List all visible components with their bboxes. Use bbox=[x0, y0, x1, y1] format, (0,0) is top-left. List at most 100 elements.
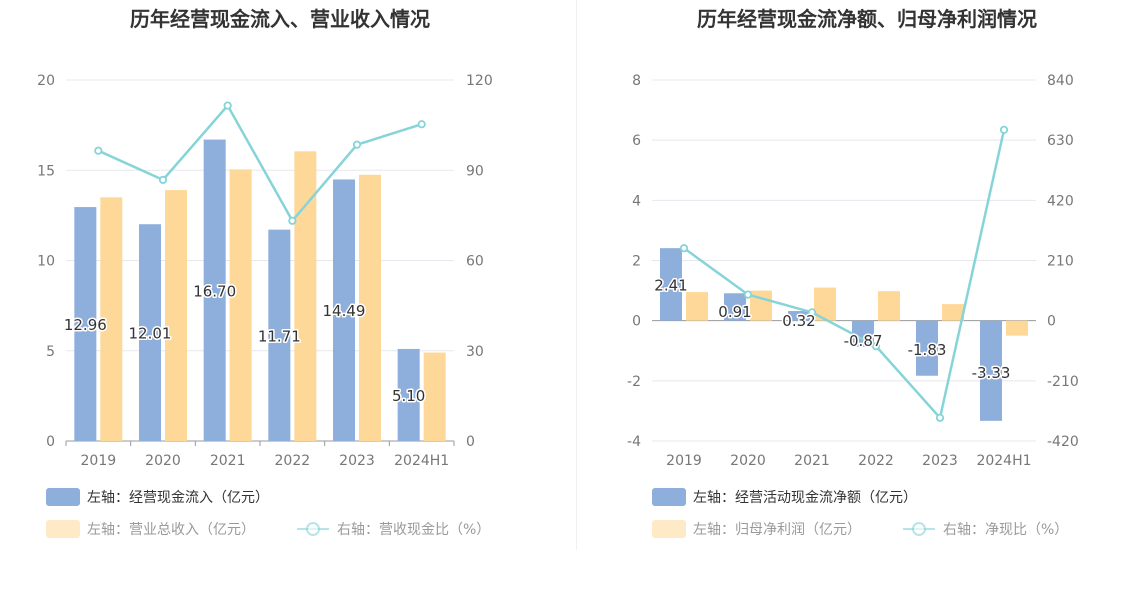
left-axis-tick-label: 4 bbox=[632, 193, 641, 209]
ratio-point bbox=[158, 175, 168, 184]
left-axis-tick-label: 8 bbox=[632, 73, 641, 89]
legend-line-icon bbox=[306, 522, 320, 536]
bar-primary bbox=[724, 293, 746, 321]
legend-swatch bbox=[46, 488, 80, 506]
category-label: 2019 bbox=[666, 453, 702, 469]
bar-value-label: 11.71 bbox=[258, 327, 301, 345]
left-axis-tick-label: -4 bbox=[627, 434, 641, 450]
bar-secondary bbox=[359, 174, 381, 441]
left-axis-tick-label: 6 bbox=[632, 133, 641, 149]
legend-label: 右轴：营收现金比（%） bbox=[337, 522, 490, 538]
ratio-point bbox=[871, 342, 881, 351]
right-axis-tick-label: 60 bbox=[466, 254, 484, 270]
bar-value-label: -0.87 bbox=[844, 332, 883, 350]
category-label: 2020 bbox=[145, 453, 181, 469]
ratio-point bbox=[288, 216, 297, 225]
legend-swatch bbox=[652, 488, 686, 506]
left-axis-tick-label: 10 bbox=[37, 254, 55, 270]
ratio-point bbox=[999, 125, 1009, 134]
ratio-point bbox=[223, 101, 232, 110]
legend-label: 左轴：营业总收入（亿元） bbox=[87, 522, 255, 538]
left-axis-tick-label: -2 bbox=[627, 374, 641, 390]
left-axis-tick-label: 0 bbox=[46, 434, 55, 450]
left-axis-tick-label: 20 bbox=[37, 73, 55, 89]
category-label: 2022 bbox=[858, 453, 894, 469]
category-label: 2021 bbox=[210, 453, 246, 469]
bar-value-label: 16.70 bbox=[193, 282, 236, 300]
bar-secondary bbox=[942, 304, 964, 321]
ratio-point bbox=[743, 290, 753, 299]
bar-primary bbox=[268, 229, 291, 441]
bar-secondary bbox=[686, 292, 708, 321]
bar-primary bbox=[788, 311, 810, 321]
bar-primary bbox=[333, 179, 355, 441]
bar-value-label: 0.91 bbox=[718, 303, 751, 321]
right-axis-tick-label: -420 bbox=[1047, 434, 1079, 450]
bar-secondary bbox=[165, 190, 187, 441]
bar-value-label: -1.83 bbox=[908, 341, 947, 359]
right-axis-tick-label: 420 bbox=[1047, 193, 1074, 209]
right-axis-tick-label: 30 bbox=[466, 344, 484, 360]
chart-title: 历年经营现金流入、营业收入情况 bbox=[130, 7, 430, 31]
ratio-line bbox=[683, 129, 1006, 421]
bar-value-label: 0.32 bbox=[782, 312, 815, 330]
bar-secondary bbox=[750, 290, 772, 321]
legend-label: 左轴：经营现金流入（亿元） bbox=[87, 490, 269, 506]
bar-primary bbox=[203, 139, 226, 441]
bar-value-label: 12.96 bbox=[64, 316, 107, 334]
left-axis-tick-label: 5 bbox=[46, 344, 55, 360]
ratio-point bbox=[935, 413, 945, 422]
bar-primary bbox=[397, 348, 420, 441]
bar-primary bbox=[139, 224, 161, 441]
category-label: 2022 bbox=[275, 453, 311, 469]
right-axis-tick-label: 120 bbox=[466, 73, 493, 89]
bar-secondary bbox=[1006, 320, 1028, 336]
bar-value-label: 5.10 bbox=[392, 387, 425, 405]
bar-primary bbox=[916, 320, 938, 376]
category-label: 2023 bbox=[922, 453, 958, 469]
legend-label: 左轴：归母净利润（亿元） bbox=[693, 521, 861, 538]
ratio-point bbox=[807, 308, 817, 317]
bar-primary bbox=[980, 320, 1002, 421]
category-label: 2024H1 bbox=[394, 453, 449, 469]
bar-secondary bbox=[878, 291, 900, 321]
bar-secondary bbox=[294, 151, 317, 442]
right-axis-tick-label: 840 bbox=[1047, 73, 1074, 89]
right-axis-tick-label: 630 bbox=[1047, 133, 1074, 149]
category-label: 2019 bbox=[81, 453, 117, 469]
ratio-point bbox=[94, 146, 103, 155]
right-axis-tick-label: 210 bbox=[1047, 254, 1074, 270]
bar-secondary bbox=[229, 169, 252, 441]
left-axis-tick-label: 15 bbox=[37, 163, 55, 179]
right-axis-tick-label: 0 bbox=[466, 434, 475, 450]
legend-line-icon bbox=[912, 522, 926, 536]
legend-swatch bbox=[652, 520, 686, 538]
bar-secondary bbox=[814, 287, 836, 321]
category-label: 2024H1 bbox=[976, 453, 1031, 469]
ratio-point bbox=[352, 140, 362, 149]
bar-primary bbox=[852, 320, 874, 347]
bar-value-label: -3.33 bbox=[972, 364, 1011, 382]
legend-swatch bbox=[46, 520, 80, 538]
bar-primary bbox=[74, 207, 97, 441]
ratio-line bbox=[97, 103, 423, 223]
ratio-point bbox=[679, 244, 689, 253]
bar-value-label: 2.41 bbox=[654, 276, 687, 294]
ratio-point bbox=[417, 120, 426, 129]
category-label: 2020 bbox=[730, 453, 766, 469]
cash-inflow-revenue-chart: 历年经营现金流入、营业收入情况 0 5 10 15 20 0 30 60 90 120 2019 202… bbox=[37, 7, 493, 538]
legend-label: 左轴：经营活动现金流净额（亿元） bbox=[693, 490, 917, 506]
left-axis-tick-label: 0 bbox=[632, 314, 641, 330]
left-axis-tick-label: 2 bbox=[632, 254, 641, 270]
bar-secondary bbox=[100, 197, 123, 441]
chart-title: 历年经营现金流净额、归母净利润情况 bbox=[697, 7, 1037, 31]
bar-value-label: 12.01 bbox=[129, 325, 172, 343]
right-axis-tick-label: -210 bbox=[1047, 374, 1079, 390]
right-axis-tick-label: 0 bbox=[1047, 314, 1056, 330]
bar-secondary bbox=[423, 352, 446, 441]
legend-label: 右轴：净现比（%） bbox=[943, 522, 1068, 538]
bar-value-label: 14.49 bbox=[323, 302, 366, 320]
net-cash-flow-profit-chart: 历年经营现金流净额、归母净利润情况 -4 -2 0 2 4 6 8 -420 -210 0 210 42… bbox=[627, 7, 1079, 538]
panel-divider bbox=[576, 0, 577, 550]
